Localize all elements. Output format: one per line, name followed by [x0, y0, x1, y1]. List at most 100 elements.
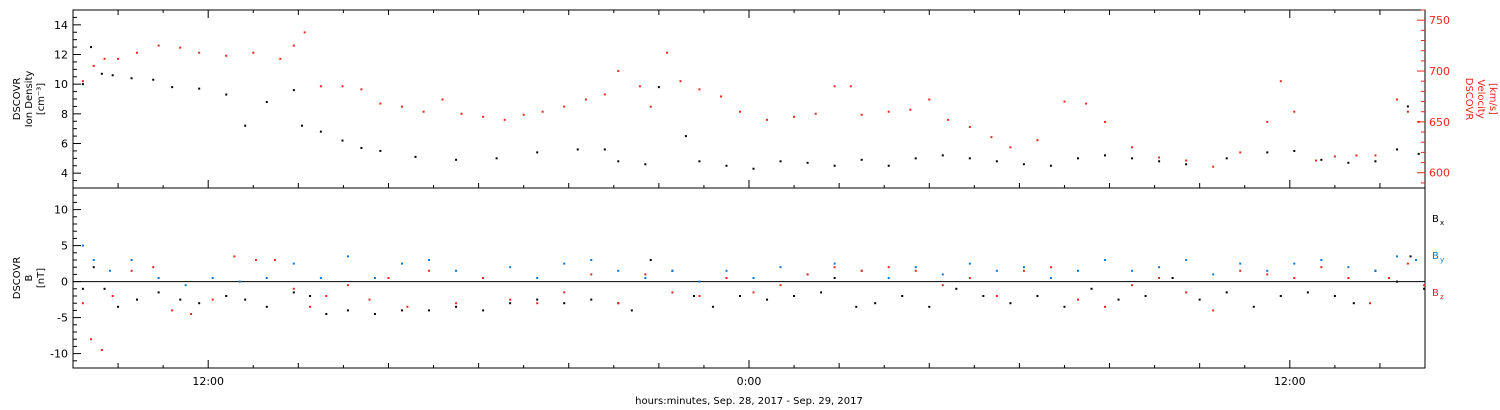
bz-point [644, 273, 647, 276]
bz-point [887, 266, 890, 269]
velocity-point [319, 85, 322, 88]
bz-point [1185, 291, 1188, 294]
bx-point [1306, 291, 1309, 294]
bx-point [590, 298, 593, 301]
bz-point [509, 298, 512, 301]
by-point [1396, 255, 1399, 258]
bottom-panel-marks [81, 244, 1426, 351]
density-point [1417, 152, 1420, 155]
legend-bz: B [1432, 288, 1439, 299]
velocity-point [503, 118, 506, 121]
velocity-point [814, 112, 817, 115]
bx-point [309, 295, 312, 297]
bx-point [157, 291, 160, 294]
velocity-label-line1: DSCOVR [1463, 78, 1474, 121]
velocity-point [738, 110, 741, 113]
velocity-point [968, 125, 971, 128]
density-label-line2: Ion Density [24, 71, 35, 128]
bz-point [254, 259, 257, 261]
bz-point [100, 349, 103, 351]
velocity-point [947, 118, 950, 121]
bx-point [1352, 302, 1355, 305]
density-tick-label: 8 [61, 108, 68, 121]
legend-bz-subscript: z [1440, 293, 1444, 301]
density-tick-label: 14 [54, 19, 68, 32]
time-axis-ticks: 12:00 0:00 12:00 [117, 10, 1381, 388]
by-point [1347, 266, 1350, 269]
by-point [1414, 259, 1417, 261]
bx-point [1117, 298, 1120, 301]
bx-point [901, 295, 904, 297]
by-point [1320, 259, 1323, 261]
velocity-point [1406, 110, 1409, 113]
velocity-point [766, 118, 769, 121]
legend-by: B [1432, 251, 1439, 262]
by-point [1374, 269, 1377, 272]
velocity-point [252, 51, 255, 54]
velocity-tick-label: 750 [1429, 14, 1450, 27]
density-point [1293, 149, 1296, 152]
density-point [90, 46, 93, 49]
velocity-point [1063, 100, 1066, 103]
bz-point [1369, 302, 1372, 305]
bx-point [1423, 287, 1426, 290]
bz-point [1423, 284, 1426, 287]
by-point [725, 269, 728, 272]
velocity-point [179, 46, 182, 49]
bx-point [928, 305, 931, 308]
velocity-point [1279, 80, 1282, 83]
density-point [698, 160, 701, 163]
field-tick-label: -10 [50, 348, 68, 361]
bx-point [1396, 280, 1399, 283]
velocity-point [990, 136, 993, 139]
density-point [1225, 157, 1228, 160]
velocity-point [541, 110, 544, 113]
density-point [81, 83, 84, 86]
bx-point [455, 305, 458, 308]
velocity-point [563, 105, 566, 108]
bz-point [455, 302, 458, 305]
bz-point [406, 305, 409, 308]
bz-point [368, 298, 371, 301]
density-point [576, 148, 579, 151]
density-point [1320, 158, 1323, 161]
bx-point [1009, 302, 1012, 305]
bx-point [766, 298, 769, 301]
time-axis-label: hours:minutes, Sep. 28, 2017 - Sep. 29, … [635, 396, 863, 407]
density-point [603, 148, 606, 151]
bz-point [171, 309, 174, 312]
velocity-point [849, 85, 852, 88]
by-point [108, 269, 111, 272]
bx-point [509, 302, 512, 305]
bz-point [941, 284, 944, 287]
velocity-point [1158, 156, 1161, 159]
bx-point [103, 287, 106, 290]
by-point [428, 259, 431, 261]
by-point [752, 277, 755, 279]
by-point [698, 280, 701, 283]
bz-point [292, 287, 295, 290]
velocity-point [460, 112, 463, 115]
bx-point [563, 302, 566, 305]
velocity-point [887, 110, 890, 113]
by-point [563, 262, 566, 265]
field-tick-label: 10 [54, 204, 68, 217]
velocity-point [1355, 154, 1358, 157]
velocity-label-line3: [km/s] [1487, 83, 1498, 115]
velocity-point [198, 51, 201, 54]
density-point [1374, 160, 1377, 163]
density-point [1076, 157, 1079, 160]
bx-point [1252, 305, 1255, 308]
velocity-point [1293, 110, 1296, 113]
bz-point [1387, 277, 1390, 279]
field-tick-label: 0 [61, 276, 68, 289]
field-tick-label: 5 [61, 240, 68, 253]
by-point [509, 266, 512, 269]
time-tick-label: 0:00 [737, 375, 762, 388]
bx-point [820, 291, 823, 294]
velocity-point [793, 115, 796, 118]
by-point [346, 255, 349, 258]
bz-point [325, 295, 328, 297]
bz-point [590, 273, 593, 276]
